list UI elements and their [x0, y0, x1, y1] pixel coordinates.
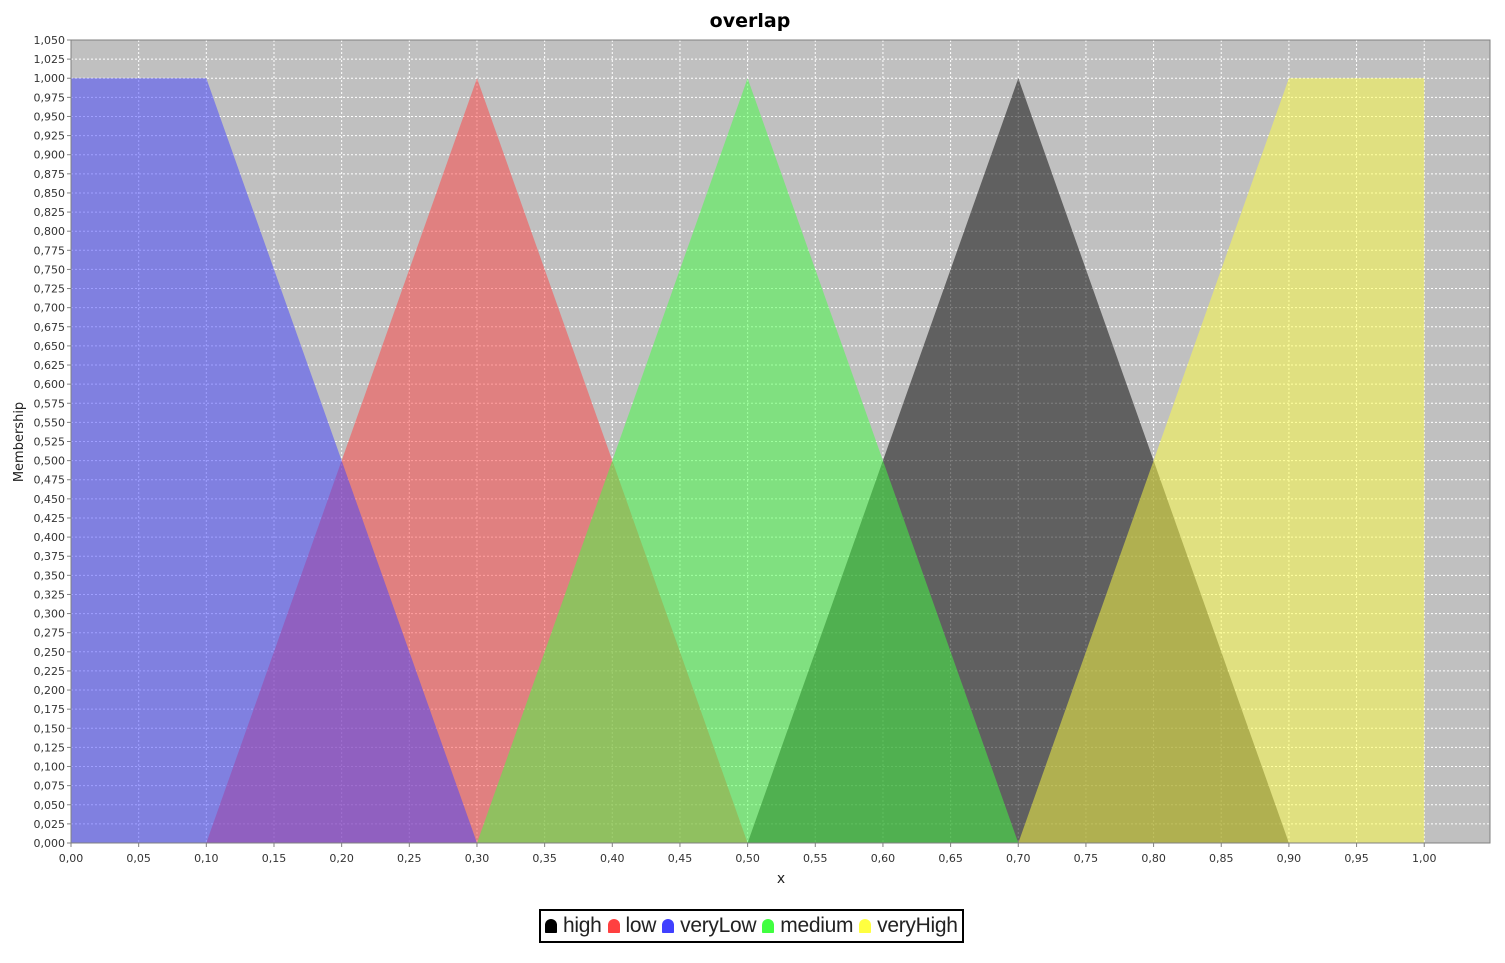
y-tick-label: 0,200 — [34, 684, 66, 697]
x-tick-label: 0,10 — [194, 852, 219, 865]
series-areas — [71, 78, 1425, 843]
legend-swatch-icon — [607, 919, 620, 933]
x-tick-label: 0,55 — [803, 852, 828, 865]
y-tick-label: 0,525 — [34, 436, 66, 449]
series-area-veryLow — [71, 78, 477, 843]
y-tick-label: 0,350 — [34, 569, 66, 582]
y-tick-label: 0,475 — [34, 474, 66, 487]
legend-label: veryLow — [680, 914, 757, 937]
y-tick-label: 0,400 — [34, 531, 66, 544]
series-area-medium — [477, 78, 1019, 843]
legend-item-medium: medium — [762, 914, 853, 938]
legend-swatch-icon — [762, 919, 775, 933]
y-tick-label: 0,925 — [34, 130, 66, 143]
x-tick-label: 0,70 — [1006, 852, 1031, 865]
x-tick-label: 0,45 — [668, 852, 693, 865]
x-tick-label: 0,20 — [329, 852, 354, 865]
y-tick-label: 0,175 — [34, 703, 66, 716]
y-tick-label: 0,100 — [34, 761, 66, 774]
y-tick-label: 0,825 — [34, 206, 66, 219]
x-tick-label: 0,95 — [1344, 852, 1369, 865]
y-tick-label: 0,700 — [34, 302, 66, 315]
y-tick-label: 0,575 — [34, 397, 66, 410]
x-tick-label: 1,00 — [1412, 852, 1437, 865]
y-tick-label: 0,425 — [34, 512, 66, 525]
y-tick-label: 0,775 — [34, 244, 66, 257]
legend-label: medium — [780, 914, 854, 937]
y-tick-label: 0,025 — [34, 818, 66, 831]
x-tick-label: 0,00 — [59, 852, 84, 865]
legend-label: low — [625, 914, 657, 937]
x-tick-label: 0,30 — [465, 852, 490, 865]
y-tick-label: 1,025 — [34, 53, 66, 66]
y-tick-label: 0,300 — [34, 608, 66, 621]
legend-item-veryHigh: veryHigh — [859, 914, 958, 938]
y-tick-label: 0,275 — [34, 627, 66, 640]
legend-item-high: high — [545, 914, 602, 938]
y-tick-label: 0,875 — [34, 168, 66, 181]
x-tick-label: 0,75 — [1074, 852, 1099, 865]
x-tick-label: 0,35 — [532, 852, 557, 865]
x-tick-label: 0,25 — [397, 852, 422, 865]
y-tick-label: 0,550 — [34, 416, 66, 429]
y-tick-label: 0,625 — [34, 359, 66, 372]
y-tick-label: 0,975 — [34, 91, 66, 104]
y-tick-label: 0,325 — [34, 588, 66, 601]
y-tick-label: 0,500 — [34, 455, 66, 468]
x-tick-label: 0,60 — [871, 852, 896, 865]
y-tick-label: 1,000 — [34, 72, 66, 85]
y-tick-label: 0,650 — [34, 340, 66, 353]
x-tick-label: 0,65 — [938, 852, 963, 865]
legend: high low veryLow medium veryHigh — [539, 909, 964, 943]
y-tick-label: 0,125 — [34, 741, 66, 754]
x-tick-label: 0,85 — [1209, 852, 1234, 865]
axes: 0,00 0,05 0,10 0,15 0,20 0,25 0,30 0,35 0,40 0,45… — [34, 34, 1437, 865]
legend-label: high — [563, 914, 602, 937]
y-tick-label: 0,375 — [34, 550, 66, 563]
legend-item-low: low — [607, 914, 657, 938]
y-tick-label: 0,950 — [34, 110, 66, 123]
series-area-veryHigh — [1018, 78, 1425, 843]
y-tick-label: 0,725 — [34, 283, 66, 296]
y-tick-label: 0,050 — [34, 799, 66, 812]
y-axis-label: Membership — [12, 402, 27, 482]
y-tick-label: 0,450 — [34, 493, 66, 506]
x-tick-label: 0,50 — [735, 852, 760, 865]
x-tick-label: 0,05 — [126, 852, 151, 865]
legend-item-veryLow: veryLow — [662, 914, 757, 938]
y-tick-label: 0,750 — [34, 263, 66, 276]
x-tick-label: 0,90 — [1277, 852, 1302, 865]
y-tick-label: 0,600 — [34, 378, 66, 391]
y-tick-label: 0,225 — [34, 665, 66, 678]
y-tick-label: 0,000 — [34, 837, 66, 850]
chart-title: overlap — [710, 10, 791, 32]
y-tick-label: 0,675 — [34, 321, 66, 334]
legend-swatch-icon — [662, 919, 675, 933]
legend-label: veryHigh — [877, 914, 958, 937]
y-tick-label: 0,850 — [34, 187, 66, 200]
y-tick-label: 0,075 — [34, 780, 66, 793]
x-tick-label: 0,40 — [600, 852, 625, 865]
y-tick-label: 0,900 — [34, 149, 66, 162]
y-tick-label: 1,050 — [34, 34, 66, 47]
x-axis-label: x — [777, 871, 785, 887]
y-tick-label: 0,150 — [34, 722, 66, 735]
x-tick-label: 0,80 — [1141, 852, 1166, 865]
x-tick-label: 0,15 — [262, 852, 287, 865]
legend-swatch-icon — [859, 919, 872, 933]
y-tick-label: 0,800 — [34, 225, 66, 238]
y-tick-label: 0,250 — [34, 646, 66, 659]
legend-swatch-icon — [545, 919, 557, 933]
